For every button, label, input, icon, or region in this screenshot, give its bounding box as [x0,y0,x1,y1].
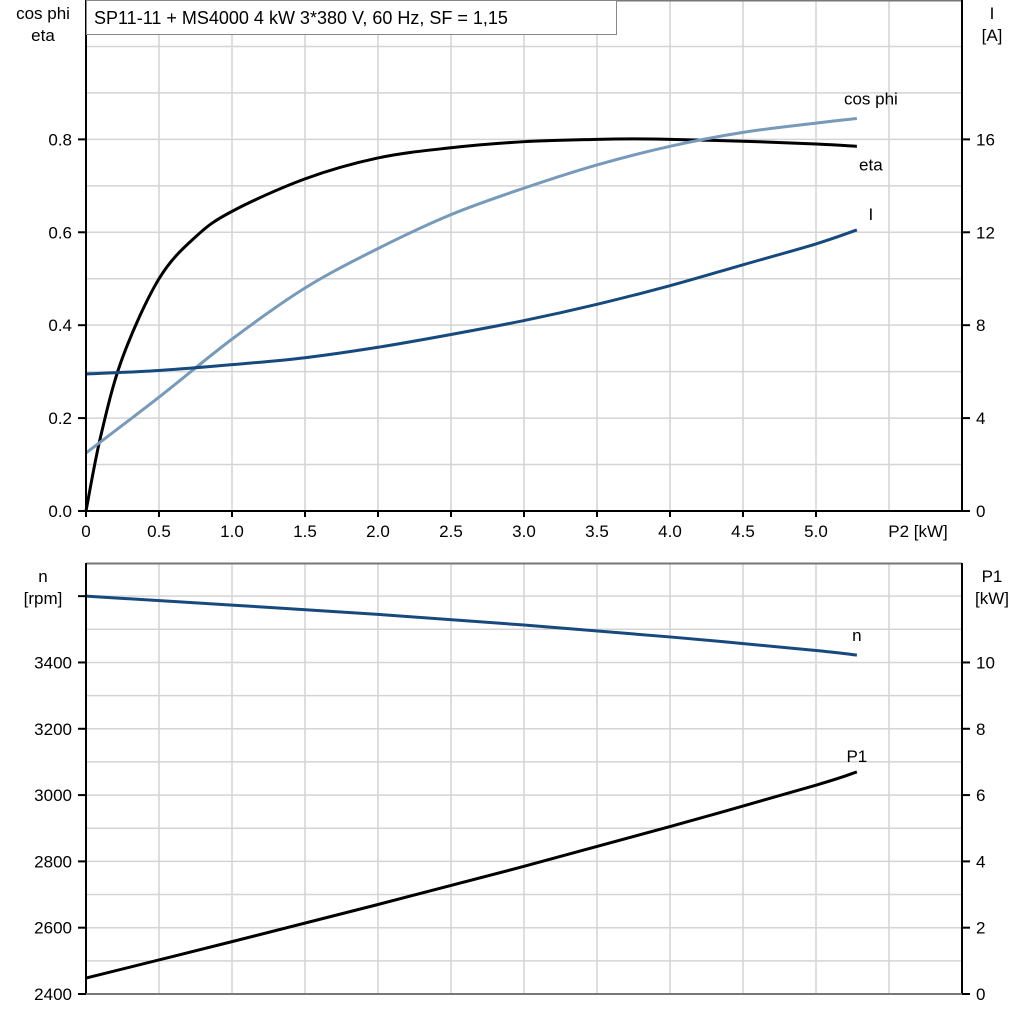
series-line-I [85,228,858,376]
series-label-cos-phi: cos phi [844,89,898,108]
tick-labels: 0.0 0.2 0.4 0.6 0.8 0 4 8 12 16 cos phi eta I [A] 0 0.5… [16,4,1009,1004]
y-tick-label-left: 2800 [34,852,72,871]
y-tick-label-left: 0.8 [48,130,72,149]
y-tick-label-left: 0.2 [48,409,72,428]
y-tick-label-right: 0 [976,502,985,521]
y-tick-label-right: 8 [976,720,985,739]
y-tick-label-left: 0.4 [48,316,72,335]
x-tick-label: 2.5 [439,522,463,541]
y-axis-title-left: n [38,567,47,586]
series-label-n: n [852,626,861,645]
x-tick-label: 0.5 [147,522,171,541]
y-tick-label-right: 10 [976,653,995,672]
y-axis-unit-right: [A] [982,26,1003,45]
y-tick-label-right: 6 [976,786,985,805]
x-tick-label: 4.0 [658,522,682,541]
y-tick-label-right: 4 [976,852,985,871]
x-tick-label: 3.5 [585,522,609,541]
series-line-cos-phi [85,116,858,455]
y-axis-title-left: cos phi [16,4,70,23]
series-line-n [85,594,858,657]
y-tick-label-left: 0.0 [48,502,72,521]
y-axis-unit-left: [rpm] [24,589,63,608]
y-tick-label-right: 12 [976,223,995,242]
y-tick-label-left: 0.6 [48,223,72,242]
y-tick-label-right: 0 [976,985,985,1004]
top-grid [86,0,962,511]
y-tick-label-right: 2 [976,919,985,938]
x-tick-label: 1.5 [293,522,317,541]
chart-title: SP11-11 + MS4000 4 kW 3*380 V, 60 Hz, SF… [94,8,508,28]
curves [84,116,858,980]
y-axis-title-right: I [990,4,995,23]
y-tick-label-left: 2400 [34,985,72,1004]
series-label-eta: eta [859,155,883,174]
y-axis-unit-right: [kW] [975,589,1009,608]
x-axis-title: P2 [kW] [888,522,948,541]
x-tick-label: 4.5 [731,522,755,541]
y-tick-label-left: 3200 [34,720,72,739]
y-tick-label-right: 8 [976,316,985,335]
series-label-I: I [869,205,874,224]
y-axis-unit-left: eta [31,26,55,45]
series-line-P1 [85,770,858,980]
y-tick-label-right: 16 [976,130,995,149]
y-tick-label-left: 3400 [34,653,72,672]
y-axis-title-right: P1 [982,567,1003,586]
x-tick-label: 5.0 [804,522,828,541]
x-tick-label: 3.0 [512,522,536,541]
x-tick-label: 0 [81,522,90,541]
bottom-grid [86,563,962,994]
series-label-P1: P1 [846,747,867,766]
y-tick-label-left: 2600 [34,919,72,938]
title-box: SP11-11 + MS4000 4 kW 3*380 V, 60 Hz, SF… [86,0,617,35]
x-tick-label: 2.0 [366,522,390,541]
y-tick-label-left: 3000 [34,786,72,805]
x-tick-label: 1.0 [220,522,244,541]
y-tick-label-right: 4 [976,409,985,428]
